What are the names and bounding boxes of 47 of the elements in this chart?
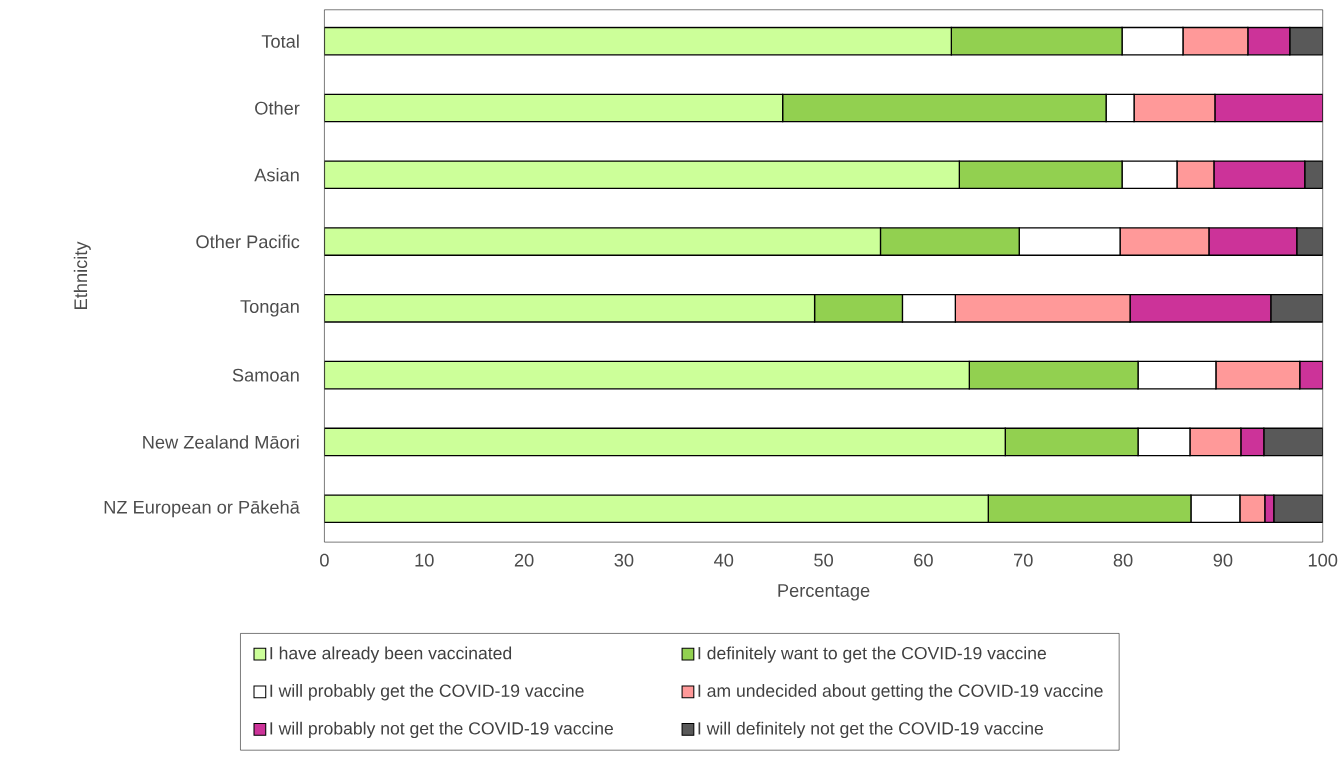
- y-axis-title: Ethnicity: [73, 241, 91, 309]
- legend-label: I have already been vaccinated: [270, 646, 512, 663]
- legend-label: I will probably not get the COVID-19 vaccine: [270, 721, 614, 738]
- x-tick-label: 0: [320, 553, 329, 567]
- bar: [324, 360, 970, 390]
- bar: [324, 227, 882, 256]
- y-tick-label: Other Pacific: [196, 234, 300, 249]
- legend-label: I definitely want to get the COVID-19 vaccine: [698, 646, 1046, 663]
- x-tick-label: 10: [415, 553, 434, 567]
- bar: [1263, 427, 1323, 457]
- bar: [324, 160, 960, 189]
- x-axis-title: Percentage: [778, 584, 870, 601]
- x-tick-label: 100: [1308, 553, 1338, 567]
- bar: [324, 293, 816, 323]
- y-tick-label: New Zealand Māori: [143, 435, 299, 449]
- x-tick-label: 90: [1213, 553, 1233, 567]
- x-tick-label: 50: [814, 553, 833, 567]
- x-tick-label: 20: [514, 553, 534, 567]
- y-tick-label: Total: [261, 34, 299, 48]
- legend-label: I am undecided about getting the COVID-19 vaccine: [698, 683, 1103, 701]
- y-tick-label: Asian: [254, 167, 299, 182]
- bar: [1247, 26, 1291, 56]
- bar: [324, 93, 784, 123]
- y-tick-label: Samoan: [232, 368, 299, 382]
- legend-label: I will probably get the COVID-19 vaccine: [270, 683, 584, 701]
- y-tick-label: NZ European or Pākehā: [104, 500, 300, 518]
- x-tick-label: 80: [1113, 553, 1133, 567]
- bar: [1129, 293, 1272, 323]
- bar: [1296, 227, 1323, 256]
- bar: [324, 494, 989, 523]
- bar: [1214, 93, 1323, 123]
- bar: [1289, 26, 1323, 56]
- bar: [1304, 160, 1323, 189]
- bar: [1213, 160, 1306, 189]
- x-tick-label: 60: [914, 553, 933, 567]
- x-tick-label: 70: [1014, 553, 1033, 567]
- x-tick-label: 40: [714, 553, 734, 567]
- bar: [324, 26, 952, 56]
- bar: [1208, 227, 1298, 256]
- bar: [1270, 293, 1323, 323]
- bar: [1299, 360, 1323, 390]
- bar: [324, 427, 1006, 457]
- bar: [1273, 494, 1323, 523]
- x-tick-label: 30: [614, 553, 634, 567]
- y-tick-label: Other: [255, 101, 300, 115]
- y-tick-label: Tongan: [240, 299, 299, 317]
- legend-label: I will definitely not get the COVID-19 vaccine: [698, 721, 1044, 738]
